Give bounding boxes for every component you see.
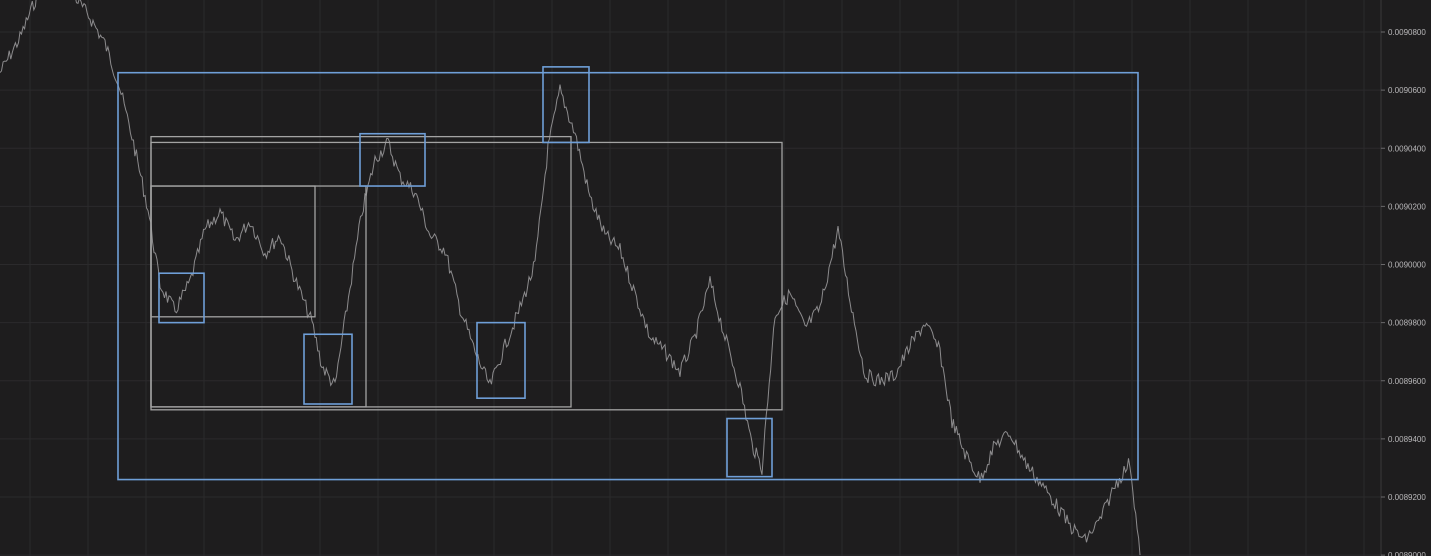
- y-tick-label: 0.0090600: [1388, 86, 1426, 95]
- price-axis: 0.0089000 0.0089200 0.0089400 0.0089600 0.00…: [1381, 28, 1426, 556]
- annotation-box-10[interactable]: [542, 66, 590, 144]
- y-tick-label: 0.0089200: [1388, 493, 1426, 502]
- annotation-boxes: [117, 66, 1139, 481]
- y-tick-label: 0.0090400: [1388, 144, 1426, 153]
- y-tick-label: 0.0089400: [1388, 435, 1426, 444]
- annotation-box-1[interactable]: [117, 71, 1139, 481]
- y-tick-label: 0.0089600: [1388, 377, 1426, 386]
- annotation-box-11[interactable]: [726, 417, 773, 478]
- y-tick-label: 0.0089000: [1388, 551, 1426, 556]
- horizontal-grid: [0, 31, 1381, 556]
- annotation-box-8[interactable]: [359, 132, 426, 187]
- annotation-box-5[interactable]: [150, 185, 316, 318]
- annotation-box-7[interactable]: [303, 333, 353, 405]
- vertical-grid: [29, 0, 1365, 556]
- y-tick-label: 0.0090800: [1388, 28, 1426, 37]
- annotation-box-6[interactable]: [158, 272, 205, 324]
- y-tick-label: 0.0090000: [1388, 261, 1426, 270]
- y-tick-label: 0.0089800: [1388, 319, 1426, 328]
- y-tick-label: 0.0090200: [1388, 202, 1426, 211]
- annotation-box-9[interactable]: [476, 321, 526, 399]
